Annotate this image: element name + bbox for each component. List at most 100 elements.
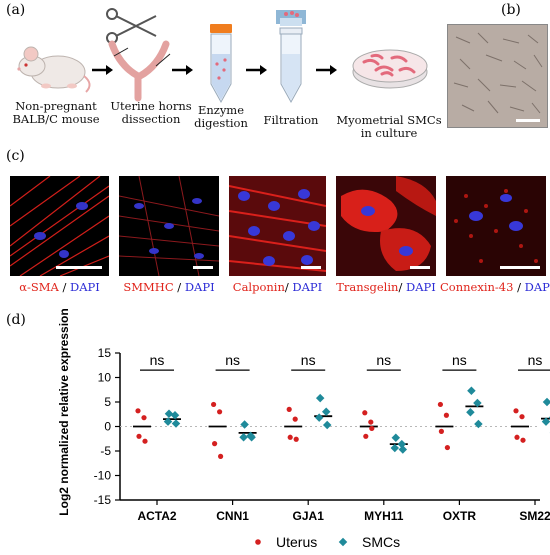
stain-marker: α-SMA [19,280,59,294]
stain-sep: / [284,280,293,294]
arrow-icon [246,65,267,75]
uterus-point [141,415,147,421]
stain-sep: / [513,280,525,294]
stain-dapi: DAPI [292,280,323,294]
uterus-point [362,410,368,416]
step-line: Non-pregnant [15,99,97,113]
step-line: Myometrial SMCs [336,113,442,127]
significance-label: ns [528,352,543,368]
legend-uterus-marker [255,539,261,545]
x-tick-label: ACTA2 [137,509,176,523]
step-line: Enzyme [197,103,245,117]
micrograph-transgelin [336,176,436,276]
uterus-point [369,425,375,432]
smcs-point [170,410,180,420]
smcs-point [473,398,482,408]
micrograph-connexin43 [446,176,546,276]
smcs-point [390,443,400,453]
stain-marker: Calponin [232,280,285,294]
uterus-point [286,406,292,412]
y-tick-label: 10 [98,371,112,385]
smcs-point [321,407,331,417]
uterus-point [368,419,374,425]
y-axis-label: Log2 normalized relative expression [57,308,71,515]
smcs-point [240,420,249,429]
stain-dapi: DAPI [184,280,215,294]
x-tick-label: MYH11 [364,509,404,523]
significance-label: ns [150,352,165,368]
smcs-point [171,419,181,428]
scale-bar [56,266,102,269]
filter-tube-icon [276,10,306,104]
y-tick-label: -10 [94,469,112,483]
uterus-point [438,428,444,434]
legend: Uterus SMCs [255,534,400,550]
stain-caption-asma: α-SMA / DAPI [0,280,119,294]
arrow-icon [316,65,337,75]
centrifuge-tube-icon [210,24,232,104]
step-line: BALB/C mouse [12,112,100,126]
stain-sep: / [173,280,185,294]
legend-smcs-label: SMCs [362,534,400,550]
smcs-point [397,439,407,449]
expression-chart: Log2 normalized relative expression 15 10… [57,308,550,550]
step-line: Filtration [263,113,319,127]
y-tick-label: 15 [98,346,112,360]
micrograph-calponin [229,176,326,276]
stain-caption-smmhc: SMMHC / DAPI [111,280,227,294]
smcs-point [247,433,256,442]
scale-bar [410,266,430,269]
uterus-scissors-icon [106,8,171,102]
panel-label-a: (a) [6,2,26,18]
uterus-point [443,412,449,418]
stain-sep: / [398,280,406,294]
stain-caption-connexin43: Connexin-43 / DAPI [440,280,550,294]
workflow-step-culture: Myometrial SMCs in culture [334,114,444,140]
panel-label-b: (b) [501,2,521,18]
significance-label: ns [225,352,240,368]
uterus-point [212,441,218,447]
micrograph-asma [10,176,109,276]
stain-dapi: DAPI [524,280,550,294]
legend-uterus-label: Uterus [276,534,317,550]
x-tick-label: SM22 [519,509,550,523]
scale-bar [516,119,540,122]
x-tick-label: GJA1 [293,509,325,523]
step-line: in culture [360,126,418,140]
workflow-step-dissection: Uterine horns dissection [101,100,201,126]
uterus-point [514,434,520,440]
uterus-point [293,436,299,442]
significance-label: ns [452,352,467,368]
brightfield-photo [447,24,548,128]
y-tick-label: -15 [94,493,112,507]
scale-bar [500,266,540,269]
stain-sep: / [58,280,70,294]
panel-label-d: (d) [6,312,26,328]
uterus-point [520,437,526,443]
x-tick-label: CNN1 [216,509,249,523]
uterus-point [444,444,450,451]
stain-marker: Connexin-43 [440,280,514,294]
workflow-step-digestion: Enzyme digestion [190,104,252,130]
mouse-icon [17,46,91,93]
uterus-point [142,438,148,444]
uterus-point [519,414,525,420]
legend-smcs-marker [338,537,348,547]
x-tick-label: OXTR [443,509,477,523]
panel-label-c: (c) [6,148,25,164]
scale-bar [301,266,321,269]
arrow-icon [172,65,193,75]
uterus-point [292,416,298,422]
stain-dapi: DAPI [70,280,100,294]
significance-label: ns [376,352,391,368]
smcs-point [466,408,475,417]
stain-marker: Transgelin [336,280,399,294]
uterus-point [136,433,142,439]
uterus-point [217,409,223,415]
uterus-point [211,401,217,408]
smcs-point [322,420,332,430]
uterus-point [363,433,369,439]
smcs-point [314,413,324,422]
smcs-point [398,445,408,454]
y-tick-label: 0 [104,420,111,434]
